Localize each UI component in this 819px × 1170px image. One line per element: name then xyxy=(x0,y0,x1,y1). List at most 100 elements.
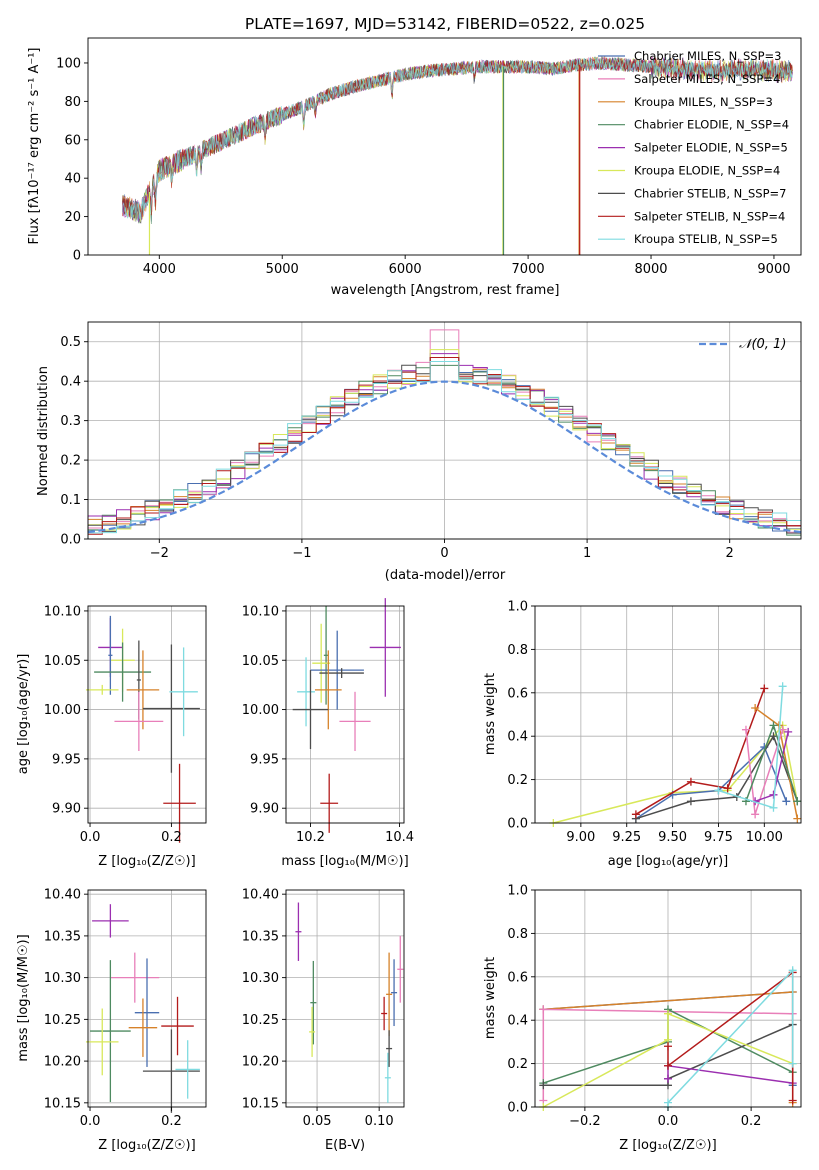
z_age-ytick-label: 10.00 xyxy=(44,703,81,718)
residuals-ytick-label: 0.5 xyxy=(60,335,81,350)
weight-marker xyxy=(788,1059,797,1068)
legend-label: Salpeter MILES, N_SSP=4 xyxy=(634,72,780,86)
ebv-mass-frame xyxy=(285,889,405,1108)
weight-marker xyxy=(686,797,695,806)
mass_age-ytick-label: 9.90 xyxy=(250,802,279,817)
weight-line xyxy=(667,1064,793,1084)
weight-marker xyxy=(769,803,778,812)
mass_age-ytick-label: 9.95 xyxy=(250,752,279,767)
z-age-panel: 0.0 0.2 9.90 9.95 10.00 10.05 10.10 Z [log₁₀(Z… xyxy=(16,604,207,869)
weight-marker xyxy=(788,966,797,975)
weight-marker xyxy=(769,790,778,799)
spectrum-legend: Chabrier MILES, N_SSP=3 Salpeter MILES, N… xyxy=(598,49,789,246)
weight-marker xyxy=(631,810,640,819)
residuals-ytick-label: 0.1 xyxy=(60,493,81,508)
z_weight-xtick-label: −0.2 xyxy=(569,1114,601,1129)
z_mass-xtick-label: 0.2 xyxy=(161,1114,182,1129)
mass_age-xtick-label: 10.4 xyxy=(385,830,414,845)
age_weight-xtick-label: 9.25 xyxy=(612,830,641,845)
age_weight-ytick-label: 0.2 xyxy=(507,773,528,788)
weight-marker xyxy=(664,1074,672,1083)
mass_age-ytick-label: 10.00 xyxy=(242,703,279,718)
spectrum-xtick-label: 5000 xyxy=(266,262,299,277)
legend-label: 𝒩(0, 1) xyxy=(739,337,786,352)
spectrum-panel: PLATE=1697, MJD=53142, FIBERID=0522, z=0… xyxy=(27,15,802,298)
weight-marker xyxy=(741,725,750,734)
residuals-ytick-label: 0.2 xyxy=(60,454,81,469)
z-weight-panel: −0.2 0.0 0.2 0.0 0.2 0.4 0.6 0.8 1.0 Z [log₁₀(Z/… xyxy=(483,884,802,1153)
residuals-xtick-label: −1 xyxy=(292,546,311,561)
z_weight-ytick-label: 1.0 xyxy=(507,884,528,899)
weight-marker xyxy=(664,1061,672,1070)
z_mass-ytick-label: 10.30 xyxy=(44,971,81,986)
z-mass-ylabel: mass [log₁₀(M/M☉)] xyxy=(16,934,31,1061)
z_mass-ytick-label: 10.25 xyxy=(44,1013,81,1028)
residuals-ytick-label: 0.3 xyxy=(60,414,81,429)
legend-label: Chabrier ELODIE, N_SSP=4 xyxy=(634,118,789,132)
ebv_mass-ytick-label: 10.20 xyxy=(242,1055,279,1070)
weight-line xyxy=(542,1012,793,1108)
ebv-mass-panel: 0.05 0.10 10.15 10.20 10.25 10.30 10.35 10.40 E… xyxy=(242,888,405,1153)
weight-line xyxy=(635,745,787,820)
spectrum-ytick-label: 80 xyxy=(64,95,81,110)
z-mass-panel: 0.0 0.2 10.15 10.20 10.25 10.30 10.35 10.40 Z [… xyxy=(16,888,207,1153)
weight-marker xyxy=(723,784,732,793)
weight-marker xyxy=(751,703,760,712)
weight-marker xyxy=(769,721,778,730)
z_weight-ytick-label: 0.4 xyxy=(507,1014,528,1029)
spectrum-ylabel: Flux [fλ10⁻¹⁷ erg cm⁻² s⁻¹ A⁻¹] xyxy=(27,48,42,245)
residuals-xlabel: (data-model)/error xyxy=(385,568,506,583)
age_weight-ytick-label: 0.4 xyxy=(507,730,528,745)
weight-marker xyxy=(760,684,769,693)
normal-curve xyxy=(87,380,802,534)
weight-marker xyxy=(539,1005,548,1014)
ebv_mass-ytick-label: 10.25 xyxy=(242,1013,279,1028)
ebv_mass-ytick-label: 10.15 xyxy=(242,1096,279,1111)
z-age-xlabel: Z [log₁₀(Z/Z☉)] xyxy=(98,854,195,869)
z-mass-frame xyxy=(87,889,207,1108)
mass_age-xtick-label: 10.2 xyxy=(296,830,325,845)
z_age-xtick-label: 0.2 xyxy=(161,830,182,845)
weight-line xyxy=(553,723,799,824)
mass-age-frame xyxy=(285,605,405,824)
weight-marker xyxy=(778,682,787,691)
age_weight-ytick-label: 0.6 xyxy=(507,686,528,701)
residual-histogram xyxy=(87,361,801,539)
legend-label: Chabrier MILES, N_SSP=3 xyxy=(634,49,781,63)
z_age-ytick-label: 9.95 xyxy=(52,752,81,767)
weight-marker xyxy=(793,814,802,823)
weight-marker xyxy=(793,797,802,806)
weight-marker xyxy=(751,810,760,819)
weight-marker xyxy=(714,786,723,795)
legend-label: Salpeter ELODIE, N_SSP=5 xyxy=(634,141,788,155)
z_age-ytick-label: 10.05 xyxy=(44,654,81,669)
z_mass-ytick-label: 10.15 xyxy=(44,1096,81,1111)
weight-marker xyxy=(664,1042,672,1051)
weight-marker xyxy=(664,1009,672,1018)
spectrum-ytick-label: 100 xyxy=(56,56,81,71)
z_weight-ytick-label: 0.6 xyxy=(507,970,528,985)
spectrum-ytick-label: 60 xyxy=(64,133,81,148)
legend-label: Salpeter STELIB, N_SSP=4 xyxy=(634,209,785,223)
spectrum-xtick-label: 7000 xyxy=(512,262,545,277)
z_weight-ytick-label: 0.8 xyxy=(507,927,528,942)
residuals-xtick-label: 2 xyxy=(726,546,734,561)
ebv_mass-ytick-label: 10.35 xyxy=(242,929,279,944)
residuals-xtick-label: 1 xyxy=(583,546,591,561)
z_age-ytick-label: 10.10 xyxy=(44,604,81,619)
legend-label: Kroupa STELIB, N_SSP=5 xyxy=(634,232,778,246)
age-weight-xlabel: age [log₁₀(age/yr)] xyxy=(608,854,729,869)
weight-marker xyxy=(539,1081,548,1090)
z-weight-ylabel: mass weight xyxy=(483,957,498,1039)
z_weight-ytick-label: 0.2 xyxy=(507,1057,528,1072)
spectrum-xtick-label: 4000 xyxy=(143,262,176,277)
weight-marker xyxy=(784,727,793,736)
z_weight-ytick-label: 0.0 xyxy=(507,1101,528,1116)
mass-age-xlabel: mass [log₁₀(M/M☉)] xyxy=(281,854,408,869)
age_weight-xtick-label: 9.00 xyxy=(566,830,595,845)
weight-marker xyxy=(788,1096,797,1105)
ebv-mass-xlabel: E(B-V) xyxy=(325,1138,365,1153)
mass-age-panel: 10.2 10.4 9.90 9.95 10.00 10.05 10.10 mass [lo… xyxy=(242,598,414,869)
residuals-panel: 𝒩(0, 1) −2 −1 0 1 2 0.0 0.1 0.2 0.3 0.4 0.5 (data-… xyxy=(36,321,802,583)
